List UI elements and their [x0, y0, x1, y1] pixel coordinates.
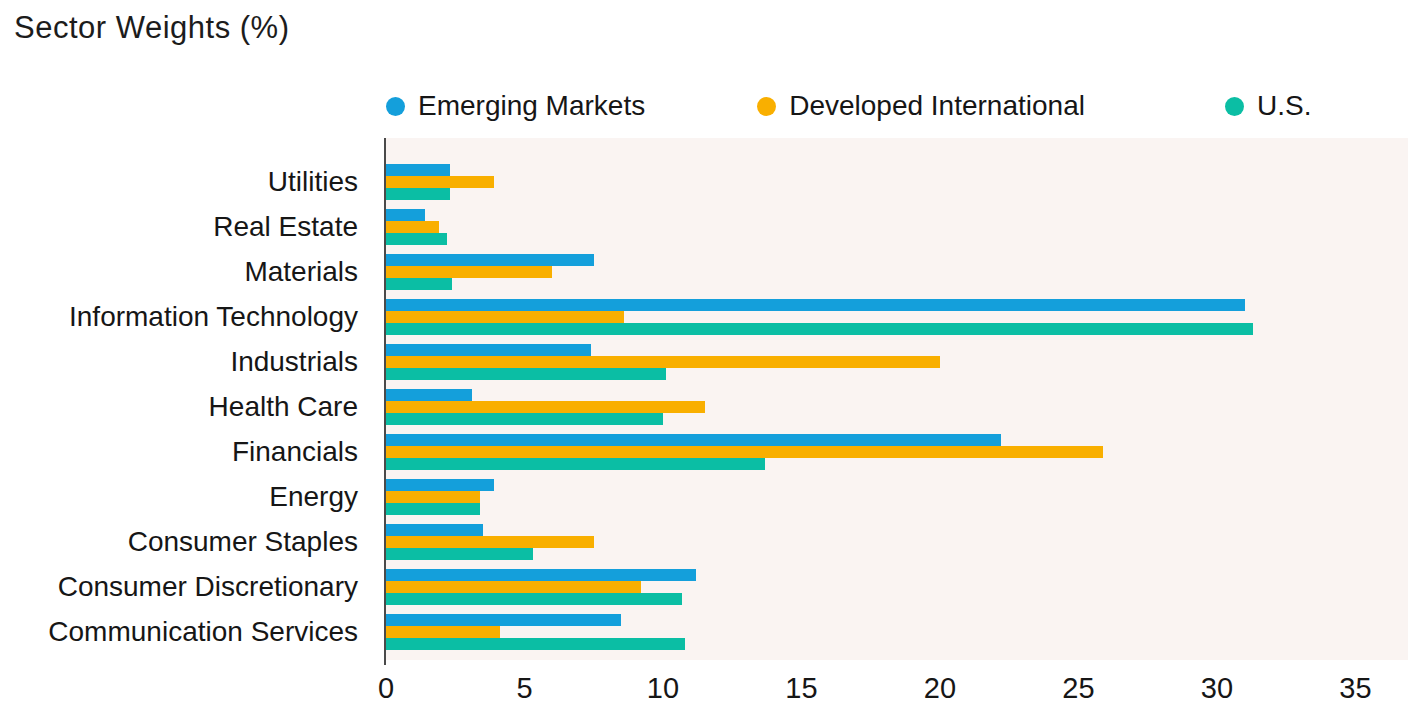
x-tick-label: 0 — [378, 672, 394, 705]
bar — [386, 401, 705, 413]
bar — [386, 569, 696, 581]
bar — [386, 548, 533, 560]
legend: Emerging Markets Developed International U… — [386, 90, 1311, 122]
bar — [386, 368, 666, 380]
legend-item: Emerging Markets — [386, 90, 645, 122]
category-label: Materials — [0, 254, 372, 290]
bar — [386, 311, 624, 323]
page-title: Sector Weights (%) — [14, 10, 289, 46]
bar — [386, 593, 682, 605]
category-label: Information Technology — [0, 299, 372, 335]
bar-group — [386, 254, 1408, 290]
y-axis-line — [384, 138, 386, 665]
category-label: Consumer Staples — [0, 524, 372, 560]
bar — [386, 278, 452, 290]
category-label: Communication Services — [0, 614, 372, 650]
bar-group — [386, 434, 1408, 470]
bar-group — [386, 569, 1408, 605]
bar-group — [386, 164, 1408, 200]
bar — [386, 389, 472, 401]
category-label: Utilities — [0, 164, 372, 200]
x-tick-label: 25 — [1062, 672, 1094, 705]
bar-group — [386, 299, 1408, 335]
bar — [386, 536, 594, 548]
legend-item: U.S. — [1225, 90, 1311, 122]
bar — [386, 503, 480, 515]
bar — [386, 233, 447, 245]
bar — [386, 323, 1253, 335]
category-label: Real Estate — [0, 209, 372, 245]
bar — [386, 458, 765, 470]
bar — [386, 299, 1245, 311]
bar — [386, 344, 591, 356]
plot-area — [386, 138, 1408, 660]
x-tick-label: 10 — [647, 672, 679, 705]
legend-label: Developed International — [789, 90, 1085, 122]
bar — [386, 413, 663, 425]
bar — [386, 209, 425, 221]
bar — [386, 356, 940, 368]
bar — [386, 176, 494, 188]
category-label: Health Care — [0, 389, 372, 425]
bar — [386, 581, 641, 593]
x-tick-label: 30 — [1201, 672, 1233, 705]
bar — [386, 164, 450, 176]
x-tick-label: 35 — [1339, 672, 1371, 705]
category-label: Energy — [0, 479, 372, 515]
category-labels: Utilities Real Estate Materials Information… — [0, 138, 372, 660]
bar — [386, 638, 685, 650]
legend-label: Emerging Markets — [418, 90, 645, 122]
bar — [386, 479, 494, 491]
category-label: Consumer Discretionary — [0, 569, 372, 605]
x-tick-label: 20 — [924, 672, 956, 705]
legend-dot-icon — [1225, 97, 1244, 116]
bar-group — [386, 209, 1408, 245]
bar — [386, 491, 480, 503]
x-tick-label: 15 — [785, 672, 817, 705]
legend-item: Developed International — [757, 90, 1085, 122]
category-label: Financials — [0, 434, 372, 470]
bar — [386, 266, 552, 278]
bar — [386, 254, 594, 266]
bar — [386, 434, 1001, 446]
bar — [386, 188, 450, 200]
bar — [386, 446, 1103, 458]
x-tick-label: 5 — [516, 672, 532, 705]
bar-group — [386, 344, 1408, 380]
bar-group — [386, 389, 1408, 425]
bar-group — [386, 524, 1408, 560]
category-label: Industrials — [0, 344, 372, 380]
bar-group — [386, 614, 1408, 650]
bar-group — [386, 479, 1408, 515]
bar — [386, 626, 500, 638]
bar — [386, 614, 621, 626]
legend-label: U.S. — [1257, 90, 1311, 122]
x-axis-tick-labels: 05101520253035 — [386, 672, 1408, 712]
legend-dot-icon — [757, 97, 776, 116]
bar — [386, 221, 439, 233]
bar — [386, 524, 483, 536]
legend-dot-icon — [386, 97, 405, 116]
